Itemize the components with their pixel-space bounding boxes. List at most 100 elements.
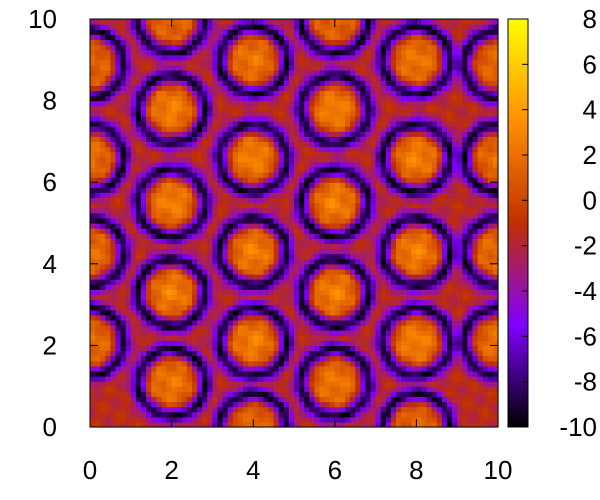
- heatmap-cell: [217, 136, 224, 142]
- heatmap-cell: [375, 177, 382, 183]
- heatmap-cell: [125, 121, 132, 127]
- heatmap-cell: [212, 309, 219, 316]
- heatmap-cell: [375, 401, 382, 408]
- heatmap-cell: [457, 268, 463, 275]
- heatmap-cell: [339, 268, 346, 275]
- heatmap-cell: [452, 299, 458, 306]
- heatmap-cell: [222, 335, 229, 341]
- heatmap-cell: [324, 289, 331, 295]
- heatmap-cell: [345, 115, 351, 122]
- heatmap-cell: [319, 212, 326, 219]
- heatmap-cell: [186, 228, 193, 234]
- heatmap-cell: [401, 151, 407, 158]
- heatmap-cell: [309, 202, 315, 209]
- heatmap-cell: [477, 268, 484, 275]
- heatmap-cell: [166, 396, 173, 403]
- heatmap-cell: [100, 406, 106, 413]
- heatmap-cell: [309, 136, 315, 142]
- heatmap-cell: [355, 161, 361, 168]
- heatmap-cell: [212, 217, 219, 224]
- heatmap-cell: [176, 131, 183, 137]
- heatmap-cell: [176, 177, 183, 183]
- heatmap-cell: [319, 217, 326, 224]
- heatmap-cell: [202, 330, 208, 336]
- heatmap-cell: [161, 243, 168, 250]
- heatmap-cell: [487, 284, 494, 290]
- heatmap-cell: [156, 365, 162, 372]
- heatmap-cell: [192, 202, 198, 209]
- heatmap-cell: [192, 345, 198, 352]
- heatmap-cell: [452, 258, 458, 265]
- heatmap-cell: [95, 411, 101, 418]
- heatmap-cell: [207, 182, 213, 188]
- heatmap-cell: [396, 268, 402, 275]
- heatmap-cell: [294, 115, 300, 122]
- heatmap-cell: [135, 274, 142, 280]
- heatmap-cell: [95, 386, 101, 392]
- heatmap-cell: [181, 161, 188, 168]
- heatmap-cell: [452, 314, 458, 321]
- heatmap-cell: [436, 110, 443, 117]
- heatmap-cell: [294, 141, 300, 148]
- heatmap-cell: [472, 192, 479, 199]
- heatmap-cell: [151, 309, 157, 316]
- heatmap-cell: [355, 345, 361, 352]
- heatmap-cell: [207, 340, 213, 346]
- heatmap-cell: [441, 335, 448, 341]
- heatmap-cell: [135, 212, 142, 219]
- heatmap-cell: [232, 421, 239, 428]
- heatmap-cell: [426, 192, 433, 199]
- heatmap-cell: [181, 330, 188, 336]
- heatmap-cell: [324, 350, 331, 357]
- heatmap-cell: [411, 309, 417, 316]
- heatmap-cell: [156, 350, 162, 357]
- heatmap-cell: [339, 126, 346, 132]
- heatmap-cell: [263, 233, 270, 239]
- heatmap-cell: [227, 319, 234, 326]
- heatmap-cell: [263, 299, 270, 306]
- heatmap-cell: [232, 105, 239, 112]
- heatmap-cell: [212, 360, 219, 367]
- heatmap-cell: [426, 182, 433, 188]
- heatmap-cell: [380, 299, 387, 306]
- heatmap-cell: [146, 126, 152, 132]
- heatmap-cell: [294, 345, 300, 352]
- heatmap-cell: [452, 350, 458, 357]
- heatmap-cell: [176, 416, 183, 423]
- heatmap-cell: [120, 294, 127, 301]
- heatmap-cell: [462, 121, 468, 127]
- heatmap-cell: [186, 355, 193, 362]
- heatmap-cell: [156, 238, 162, 244]
- heatmap-cell: [492, 166, 499, 173]
- heatmap-cell: [192, 187, 198, 193]
- heatmap-cell: [401, 248, 407, 255]
- heatmap-cell: [217, 360, 224, 367]
- heatmap-cell: [431, 192, 438, 199]
- heatmap-cell: [329, 401, 336, 408]
- heatmap-cell: [441, 212, 448, 219]
- heatmap-cell: [416, 309, 423, 316]
- heatmap-cell: [248, 110, 254, 117]
- heatmap-cell: [492, 386, 499, 392]
- heatmap-cell: [146, 207, 152, 214]
- heatmap-cell: [202, 207, 208, 214]
- heatmap-cell: [90, 223, 96, 229]
- heatmap-cell: [110, 151, 117, 158]
- heatmap-cell: [380, 279, 387, 285]
- heatmap-cell: [411, 406, 417, 413]
- heatmap-cell: [441, 233, 448, 239]
- heatmap-cell: [156, 421, 162, 428]
- heatmap-cell: [95, 182, 101, 188]
- heatmap-cell: [390, 294, 397, 301]
- heatmap-cell: [370, 401, 377, 408]
- heatmap-cell: [411, 299, 417, 306]
- heatmap-cell: [299, 248, 305, 255]
- heatmap-cell: [125, 411, 132, 418]
- heatmap-cell: [421, 314, 428, 321]
- heatmap-cell: [248, 146, 254, 153]
- heatmap-cell: [462, 376, 468, 382]
- heatmap-cell: [166, 365, 173, 372]
- heatmap-cell: [396, 319, 402, 326]
- heatmap-cell: [487, 319, 494, 326]
- heatmap-cell: [192, 350, 198, 357]
